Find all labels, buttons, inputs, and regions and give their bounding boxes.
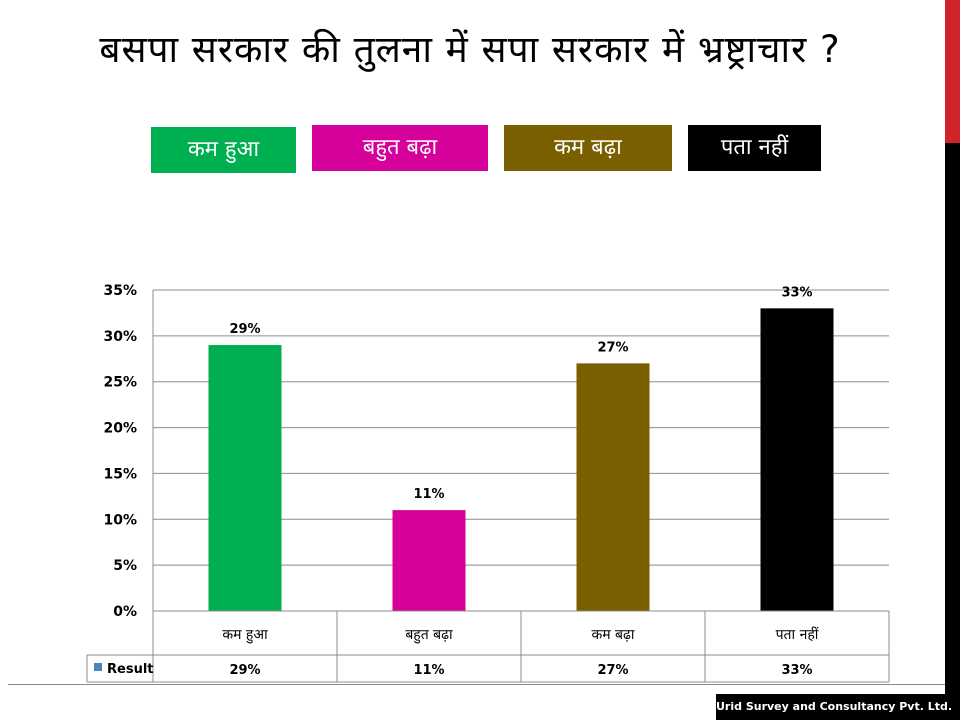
- bar: [392, 510, 466, 611]
- side-accent-black: [945, 143, 960, 720]
- footer-company: Urid Survey and Consultancy Pvt. Ltd.: [716, 694, 952, 720]
- y-tick-label: 15%: [103, 466, 137, 482]
- legend-item-bahut-badha: बहुत बढ़ा: [312, 125, 488, 171]
- y-tick-label: 5%: [113, 558, 137, 574]
- y-tick-label: 20%: [103, 421, 137, 437]
- legend-item-kam-badha: कम बढ़ा: [504, 125, 672, 171]
- bar: [576, 363, 650, 611]
- category-label: पता नहीं: [776, 626, 819, 643]
- side-accent-divider: [942, 0, 945, 720]
- legend-item-label: पता नहीं: [720, 135, 789, 160]
- category-label: बहुत बढ़ा: [405, 627, 453, 644]
- bars: [208, 308, 834, 611]
- data-labels: 29% 11% 27% 33%: [229, 285, 812, 502]
- y-tick-label: 25%: [103, 375, 137, 391]
- bar: [760, 308, 834, 611]
- side-accent-red: [945, 0, 960, 143]
- legend-item-kam-hua: कम हुआ: [151, 127, 296, 173]
- y-tick-label: 0%: [113, 604, 137, 620]
- legend-item-label: बहुत बढ़ा: [362, 135, 438, 160]
- legend-item-pata-nahin: पता नहीं: [688, 125, 821, 171]
- data-label: 29%: [229, 322, 260, 337]
- category-label: कम हुआ: [222, 627, 268, 644]
- data-label: 33%: [781, 285, 812, 300]
- table-value: 27%: [597, 663, 628, 678]
- y-axis-tick-labels: 0% 5% 10% 15% 20% 25% 30% 35%: [103, 283, 137, 620]
- data-label: 27%: [597, 340, 628, 355]
- footer-divider: [8, 684, 945, 685]
- y-tick-label: 10%: [103, 512, 137, 528]
- table-value: 11%: [413, 663, 444, 678]
- legend-key-icon: [94, 663, 102, 671]
- legend-item-label: कम बढ़ा: [554, 135, 622, 160]
- y-tick-label: 30%: [103, 329, 137, 345]
- y-tick-label: 35%: [103, 283, 137, 299]
- slide-title: बसपा सरकार की तुलना में सपा सरकार में भ्…: [99, 28, 841, 71]
- bar: [208, 345, 282, 611]
- legend-item-label: कम हुआ: [187, 137, 260, 162]
- data-label: 11%: [413, 487, 444, 502]
- table-value: 33%: [781, 663, 812, 678]
- table-row-label: Result: [107, 662, 154, 677]
- category-label: कम बढ़ा: [591, 627, 634, 643]
- data-table: कम हुआ 29% बहुत बढ़ा 11% कम बढ़ा 27% पता नहीं 3…: [86, 610, 890, 683]
- table-value: 29%: [229, 663, 260, 678]
